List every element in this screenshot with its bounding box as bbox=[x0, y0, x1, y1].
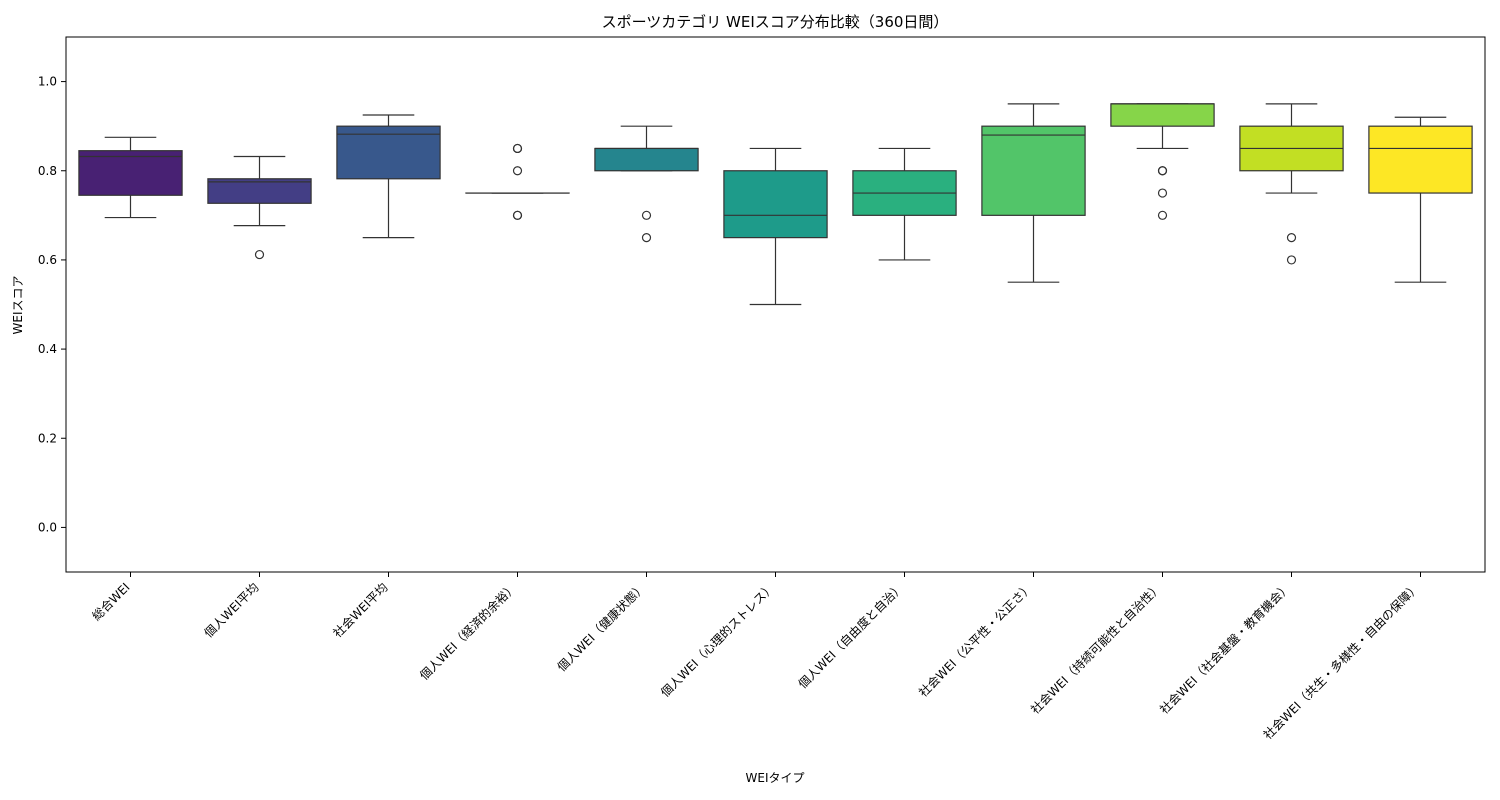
iqr-box bbox=[723, 170, 828, 239]
y-tick-label: 0.0 bbox=[38, 520, 57, 534]
y-tick-label: 0.4 bbox=[38, 342, 57, 356]
iqr-box bbox=[981, 125, 1086, 216]
outlier-point bbox=[512, 143, 523, 154]
box-group bbox=[207, 155, 312, 260]
box-group bbox=[78, 136, 183, 219]
outlier-point bbox=[1157, 166, 1168, 176]
box-group bbox=[1368, 116, 1473, 283]
iqr-box bbox=[78, 150, 183, 196]
box-group bbox=[723, 147, 828, 306]
iqr-box bbox=[1368, 125, 1473, 194]
x-tick-label: 個人WEI（心理的ストレス） bbox=[657, 580, 777, 700]
box-group bbox=[336, 114, 441, 239]
outlier-point bbox=[641, 210, 652, 220]
iqr-box bbox=[336, 125, 441, 180]
box-group bbox=[1110, 103, 1215, 220]
x-tick-label: 個人WEI（経済的余裕） bbox=[416, 580, 519, 683]
y-tick-label: 0.8 bbox=[38, 164, 57, 178]
y-axis-label: WEIスコア bbox=[11, 276, 25, 335]
y-tick-label: 0.6 bbox=[38, 253, 57, 267]
outlier-point bbox=[641, 233, 652, 243]
box-group bbox=[1239, 103, 1344, 265]
outlier-point bbox=[1157, 188, 1168, 198]
outlier-point bbox=[1286, 233, 1297, 243]
x-tick-label: 個人WEI平均 bbox=[202, 580, 262, 640]
iqr-box bbox=[207, 178, 312, 204]
box-group bbox=[465, 143, 570, 220]
iqr-box bbox=[594, 147, 699, 172]
x-tick-label: 社会WEI（共生・多様性・自由の保障） bbox=[1260, 580, 1423, 743]
x-tick-label: 社会WEI（社会基盤・教育機会） bbox=[1156, 580, 1293, 717]
x-tick-label: 社会WEI（持続可能性と自治性） bbox=[1027, 580, 1164, 717]
x-tick-label: 個人WEI（健康状態） bbox=[554, 580, 649, 675]
y-tick-label: 0.2 bbox=[38, 431, 57, 445]
outlier-point bbox=[1286, 255, 1297, 265]
x-tick-label: 個人WEI（自由度と自治） bbox=[795, 580, 907, 692]
y-tick-label: 1.0 bbox=[38, 75, 57, 89]
outlier-point bbox=[1157, 210, 1168, 220]
y-axis: 0.0 0.2 0.4 0.6 0.8 1.0 bbox=[38, 75, 66, 534]
box-group bbox=[852, 147, 957, 261]
outlier-point bbox=[254, 249, 265, 260]
outlier-point bbox=[512, 210, 523, 220]
iqr-box bbox=[1110, 103, 1215, 127]
box-group bbox=[594, 125, 699, 243]
boxes-layer bbox=[78, 103, 1473, 306]
x-axis: 総合WEI 個人WEI平均 社会WEI平均 個人WEI（経済的余裕） 個人WEI（健康状… bbox=[89, 572, 1423, 742]
x-tick-label: 社会WEI（公平性・公正さ） bbox=[915, 580, 1035, 700]
outlier-point bbox=[512, 166, 523, 176]
x-tick-label: 総合WEI bbox=[89, 580, 133, 624]
x-tick-label: 社会WEI平均 bbox=[330, 580, 391, 641]
box-group bbox=[981, 103, 1086, 283]
x-axis-label: WEIタイプ bbox=[746, 771, 805, 785]
chart-title: スポーツカテゴリ WEIスコア分布比較（360日間） bbox=[602, 13, 949, 31]
